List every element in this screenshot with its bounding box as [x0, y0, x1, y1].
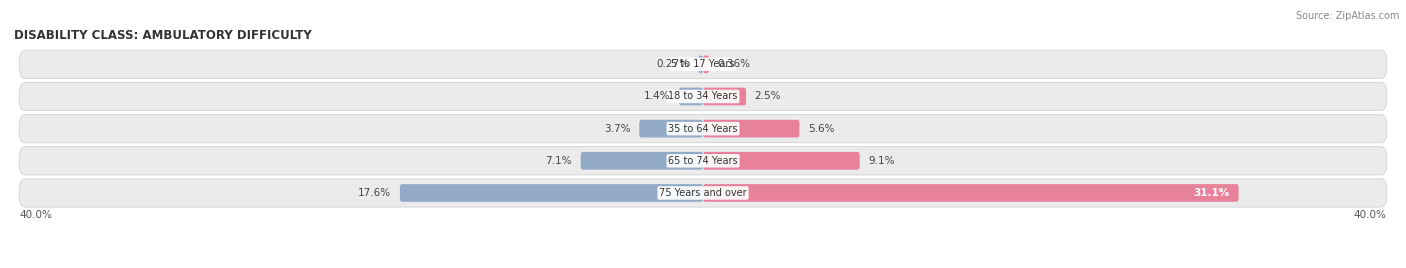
FancyBboxPatch shape — [703, 88, 747, 105]
Text: 7.1%: 7.1% — [546, 156, 572, 166]
Text: 17.6%: 17.6% — [359, 188, 391, 198]
Text: 3.7%: 3.7% — [605, 124, 631, 134]
FancyBboxPatch shape — [20, 179, 1386, 207]
Text: 40.0%: 40.0% — [1354, 210, 1386, 220]
Text: 0.27%: 0.27% — [657, 59, 690, 69]
FancyBboxPatch shape — [699, 55, 703, 73]
Text: Source: ZipAtlas.com: Source: ZipAtlas.com — [1295, 11, 1399, 21]
FancyBboxPatch shape — [20, 147, 1386, 175]
Text: 1.4%: 1.4% — [644, 91, 671, 102]
Text: 75 Years and over: 75 Years and over — [659, 188, 747, 198]
Text: 2.5%: 2.5% — [755, 91, 782, 102]
Text: 9.1%: 9.1% — [869, 156, 894, 166]
Text: DISABILITY CLASS: AMBULATORY DIFFICULTY: DISABILITY CLASS: AMBULATORY DIFFICULTY — [14, 29, 312, 42]
FancyBboxPatch shape — [20, 50, 1386, 79]
Text: 35 to 64 Years: 35 to 64 Years — [668, 124, 738, 134]
FancyBboxPatch shape — [20, 114, 1386, 143]
FancyBboxPatch shape — [640, 120, 703, 137]
FancyBboxPatch shape — [703, 120, 800, 137]
Text: 65 to 74 Years: 65 to 74 Years — [668, 156, 738, 166]
FancyBboxPatch shape — [679, 88, 703, 105]
Text: 40.0%: 40.0% — [20, 210, 52, 220]
FancyBboxPatch shape — [703, 152, 859, 170]
Text: 5.6%: 5.6% — [808, 124, 835, 134]
Text: 5 to 17 Years: 5 to 17 Years — [671, 59, 735, 69]
Text: 31.1%: 31.1% — [1194, 188, 1230, 198]
FancyBboxPatch shape — [20, 82, 1386, 111]
Text: 18 to 34 Years: 18 to 34 Years — [668, 91, 738, 102]
FancyBboxPatch shape — [703, 184, 1239, 202]
FancyBboxPatch shape — [399, 184, 703, 202]
FancyBboxPatch shape — [581, 152, 703, 170]
FancyBboxPatch shape — [703, 55, 709, 73]
Text: 0.36%: 0.36% — [718, 59, 751, 69]
